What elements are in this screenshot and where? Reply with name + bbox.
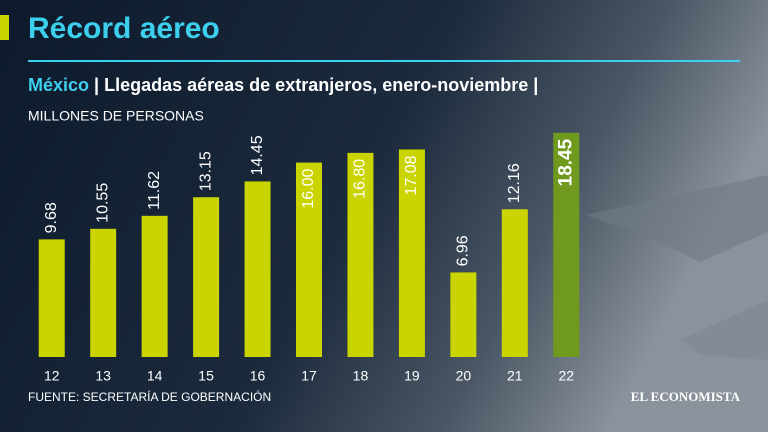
subtitle-text: | Llegadas aéreas de extranjeros, enero-… bbox=[94, 75, 538, 95]
bar bbox=[141, 215, 168, 357]
x-tick-label: 17 bbox=[301, 368, 317, 384]
bar bbox=[501, 209, 528, 357]
value-label: 9.68 bbox=[43, 202, 60, 233]
title-marker bbox=[0, 15, 9, 40]
value-label: 6.96 bbox=[455, 235, 472, 266]
x-tick-label: 12 bbox=[44, 368, 60, 384]
value-label: 16.80 bbox=[352, 159, 369, 199]
bar bbox=[90, 228, 117, 357]
value-label: 13.15 bbox=[197, 151, 214, 191]
bar bbox=[347, 152, 374, 357]
x-tick-label: 15 bbox=[198, 368, 214, 384]
value-label: 10.55 bbox=[94, 183, 111, 223]
x-tick-label: 13 bbox=[95, 368, 111, 384]
x-tick-label: 21 bbox=[507, 368, 523, 384]
subtitle: México | Llegadas aéreas de extranjeros,… bbox=[28, 75, 538, 95]
x-tick-label: 18 bbox=[353, 368, 369, 384]
value-label: 17.08 bbox=[403, 155, 420, 195]
bar bbox=[450, 272, 477, 357]
x-tick-label: 16 bbox=[250, 368, 266, 384]
x-tick-label: 22 bbox=[558, 368, 574, 384]
x-tick-label: 19 bbox=[404, 368, 420, 384]
x-tick-label: 20 bbox=[456, 368, 472, 384]
source: FUENTE: SECRETARÍA DE GOBERNACIÓN bbox=[28, 389, 271, 404]
value-label: 11.62 bbox=[146, 171, 163, 210]
bar bbox=[38, 239, 65, 357]
x-tick-label: 14 bbox=[147, 368, 163, 384]
unit-label: MILLONES DE PERSONAS bbox=[28, 108, 204, 124]
value-label: 16.00 bbox=[300, 169, 317, 209]
subtitle-country: México bbox=[28, 75, 89, 95]
wing-decoration bbox=[680, 300, 768, 360]
bar bbox=[193, 197, 220, 357]
bar bbox=[296, 162, 322, 357]
bar bbox=[244, 181, 271, 357]
wing-decoration bbox=[585, 175, 768, 262]
brand: EL ECONOMISTA bbox=[631, 389, 741, 404]
bar bbox=[553, 132, 580, 357]
value-label: 18.45 bbox=[555, 138, 576, 186]
chart-title: Récord aéreo bbox=[28, 12, 220, 45]
value-label: 12.16 bbox=[506, 163, 523, 203]
value-label: 14.45 bbox=[249, 135, 266, 175]
bar bbox=[398, 149, 425, 357]
